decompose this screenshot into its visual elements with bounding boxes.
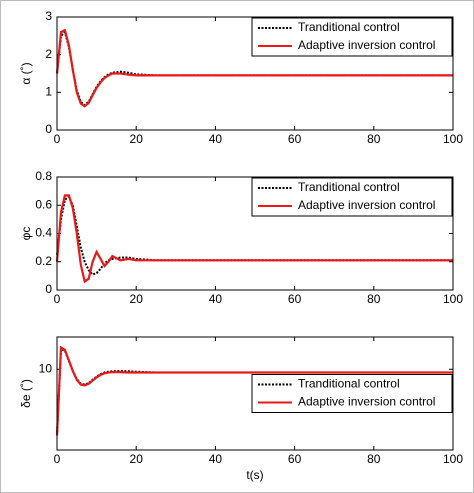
y-axis-label: φc [19,227,33,241]
legend-box [251,177,453,217]
axes-box [56,176,454,291]
x-tick-label: 20 [130,452,144,466]
y-tick-label: 10 [39,361,53,375]
series-line [55,194,453,284]
x-tick-label: 80 [367,292,381,306]
series-line [55,28,453,108]
x-tick-label: 40 [209,132,223,146]
y-tick-label: 0.2 [35,254,52,268]
y-tick-label: 0.6 [35,197,52,211]
legend-box [251,17,453,57]
y-tick-label: 2 [45,47,52,61]
x-tick-label: 20 [130,132,144,146]
legend-label: Adaptive inversion control [298,395,435,409]
y-tick-label: 3 [45,9,52,23]
x-tick-label: 0 [54,132,61,146]
x-tick-label: 60 [288,132,302,146]
axes-box [56,16,454,131]
y-axis-label: α (˚) [19,62,33,84]
legend-label: Adaptive inversion control [298,38,435,52]
x-tick-label: 80 [367,452,381,466]
x-axis-label: t(s) [246,468,263,482]
x-tick-label: 60 [288,292,302,306]
x-tick-label: 60 [288,452,302,466]
axes-box [56,336,454,451]
legend-label: Adaptive inversion control [298,198,435,212]
y-tick-label: 0.4 [35,226,52,240]
legend-label: Tranditional control [298,377,400,391]
legend-label: Tranditional control [298,180,400,194]
x-tick-label: 100 [443,132,463,146]
x-tick-label: 20 [130,292,144,306]
y-axis-label: δe (˚) [19,379,33,408]
y-tick-label: 0 [45,122,52,136]
series-line [55,345,453,436]
y-tick-label: 0 [45,282,52,296]
y-tick-label: 0.8 [35,169,52,183]
legend-label: Tranditional control [298,20,400,34]
x-tick-label: 100 [443,292,463,306]
x-tick-label: 40 [209,452,223,466]
x-tick-label: 40 [209,292,223,306]
x-tick-label: 80 [367,132,381,146]
x-tick-label: 0 [54,292,61,306]
x-tick-label: 100 [443,452,463,466]
legend-box [251,374,453,413]
y-tick-label: 1 [45,85,52,99]
x-tick-label: 0 [54,452,61,466]
